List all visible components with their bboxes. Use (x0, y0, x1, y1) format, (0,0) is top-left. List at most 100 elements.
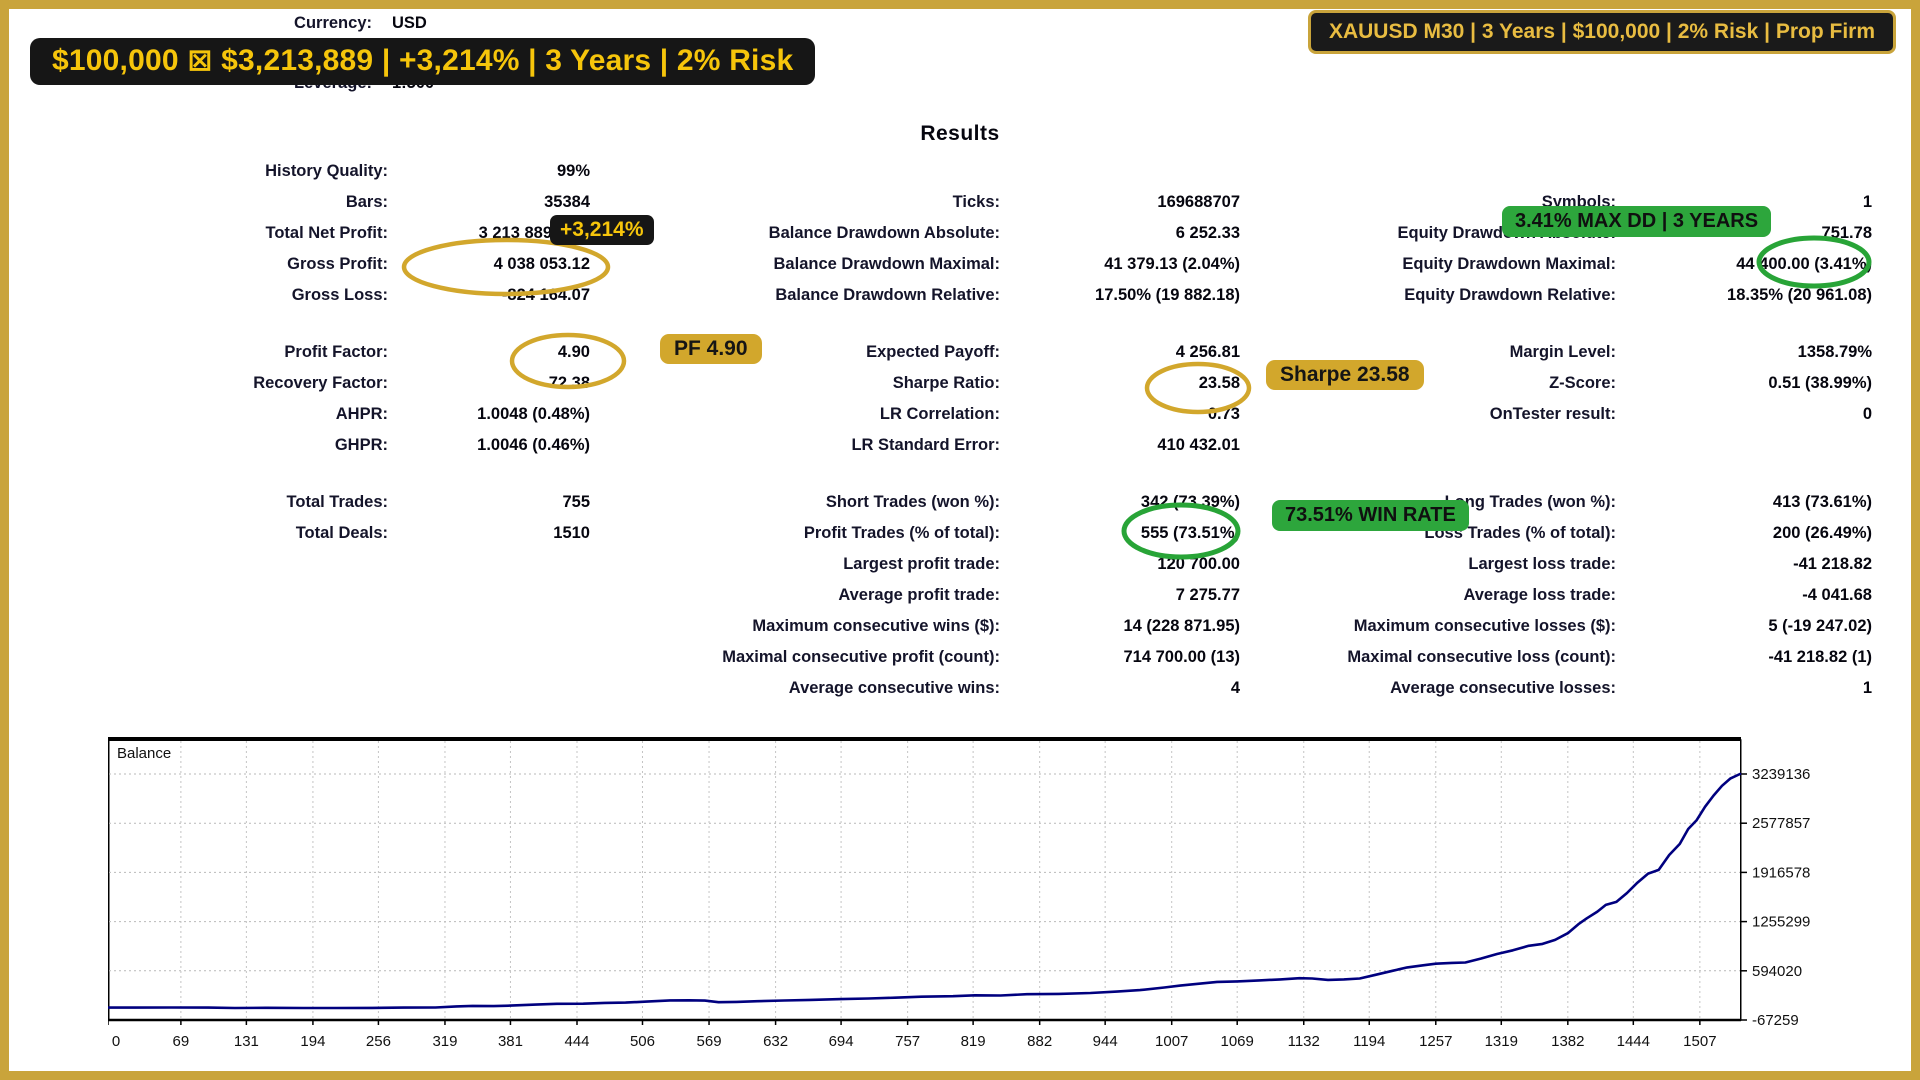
headline-banner: $100,000 ⊠ $3,213,889 | +3,214% | 3 Year… (30, 38, 816, 85)
stat-value-left-row7: 1.0048 (0.48%) (477, 405, 590, 423)
stat-label-right-row5: Margin Level: (1509, 343, 1616, 361)
currency-value: USD (392, 14, 427, 32)
profit-factor-badge: PF 4.90 (660, 334, 762, 364)
stat-label-left-row7: AHPR: (335, 405, 388, 423)
stat-value-right-row9: 413 (73.61%) (1772, 493, 1872, 511)
stat-value-left-row8: 1.0046 (0.46%) (477, 436, 590, 454)
x-tick-label-21: 1319 (1485, 1033, 1518, 1050)
x-tick-label-17: 1069 (1221, 1033, 1254, 1050)
stat-label-left-row10: Total Deals: (295, 524, 388, 542)
stat-value-left-row3: 4 038 053.12 (493, 255, 590, 273)
stat-value-middle-row4: 17.50% (19 882.18) (1095, 286, 1240, 304)
stat-label-right-row3: Equity Drawdown Maximal: (1402, 255, 1616, 273)
stat-value-left-row1: 35384 (544, 193, 590, 211)
y-tick-label-5: -67259 (1752, 1012, 1799, 1029)
results-title: Results (920, 122, 1000, 145)
stat-value-left-row5: 4.90 (557, 343, 590, 361)
stat-label-left-row9: Total Trades: (286, 493, 388, 511)
x-tick-label-23: 1444 (1617, 1033, 1650, 1050)
x-tick-label-0: 0 (112, 1033, 120, 1050)
stat-value-right-row10: 200 (26.49%) (1772, 524, 1872, 542)
stat-label-middle-row13: Maximum consecutive wins ($): (752, 617, 1000, 635)
stat-label-middle-row11: Largest profit trade: (843, 555, 1000, 573)
stat-value-middle-row14: 714 700.00 (13) (1123, 648, 1240, 666)
x-tick-label-19: 1194 (1353, 1033, 1385, 1050)
x-tick-label-1: 69 (173, 1033, 190, 1050)
stat-label-left-row8: GHPR: (334, 436, 388, 454)
stat-value-right-row14: -41 218.82 (1) (1768, 648, 1872, 666)
stat-value-left-row2: 3 213 889 (478, 224, 552, 242)
stat-value-middle-row7: 0.73 (1207, 405, 1240, 423)
stat-value-left-row9: 755 (562, 493, 590, 511)
stat-value-right-row11: -41 218.82 (1793, 555, 1872, 573)
x-tick-label-4: 256 (366, 1033, 391, 1050)
x-tick-label-22: 1382 (1551, 1033, 1584, 1050)
stat-label-left-row6: Recovery Factor: (253, 374, 388, 392)
stat-value-right-row13: 5 (-19 247.02) (1768, 617, 1872, 635)
stat-value-left-row4: -824 164.07 (501, 286, 590, 304)
stat-value-middle-row8: 410 432.01 (1157, 436, 1240, 454)
stat-value-right-row7: 0 (1862, 405, 1872, 423)
stat-value-middle-row13: 14 (228 871.95) (1123, 617, 1240, 635)
stat-label-middle-row5: Expected Payoff: (866, 343, 1000, 361)
y-tick-label-4: 594020 (1752, 963, 1802, 980)
x-tick-label-13: 819 (961, 1033, 986, 1050)
x-tick-label-6: 381 (498, 1033, 523, 1050)
chart-series-label: Balance (117, 745, 171, 762)
x-tick-label-11: 694 (829, 1033, 854, 1050)
stat-label-left-row0: History Quality: (265, 162, 388, 180)
stat-label-right-row9: Long Trades (won %): (1444, 493, 1616, 511)
stat-label-left-row4: Gross Loss: (291, 286, 388, 304)
stat-label-middle-row7: LR Correlation: (879, 405, 1000, 423)
x-tick-label-7: 444 (564, 1033, 589, 1050)
x-tick-label-24: 1507 (1683, 1033, 1716, 1050)
strategy-spec-banner: XAUUSD M30 | 3 Years | $100,000 | 2% Ris… (1307, 10, 1896, 54)
stat-label-left-row3: Gross Profit: (287, 255, 388, 273)
stat-value-middle-row15: 4 (1230, 679, 1240, 697)
net-profit-percent-badge: +3,214% (550, 215, 654, 245)
stat-label-right-row12: Average loss trade: (1463, 586, 1616, 604)
stat-label-right-row6: Z-Score: (1549, 374, 1616, 392)
stat-label-right-row7: OnTester result: (1489, 405, 1616, 423)
stat-label-left-row1: Bars: (345, 193, 388, 211)
x-tick-label-16: 1007 (1155, 1033, 1188, 1050)
stat-label-middle-row4: Balance Drawdown Relative: (775, 286, 1000, 304)
stat-label-middle-row14: Maximal consecutive profit (count): (722, 648, 1000, 666)
x-tick-label-10: 632 (763, 1033, 788, 1050)
stat-label-right-row10: Loss Trades (% of total): (1424, 524, 1616, 542)
stat-value-right-row3: 44 400.00 (3.41%) (1736, 255, 1872, 273)
stat-label-right-row15: Average consecutive losses: (1390, 679, 1616, 697)
stat-label-right-row14: Maximal consecutive loss (count): (1347, 648, 1616, 666)
x-tick-label-12: 757 (895, 1033, 920, 1050)
stat-value-middle-row1: 169688707 (1157, 193, 1240, 211)
max-drawdown-badge: 3.41% MAX DD | 3 YEARS (1502, 206, 1772, 237)
stat-label-middle-row15: Average consecutive wins: (788, 679, 1000, 697)
stat-value-middle-row12: 7 275.77 (1175, 586, 1240, 604)
x-tick-label-18: 1132 (1288, 1033, 1320, 1050)
stat-label-middle-row8: LR Standard Error: (851, 436, 1000, 454)
stat-value-right-row1: 1 (1862, 193, 1872, 211)
stat-value-middle-row2: 6 252.33 (1175, 224, 1240, 242)
stat-value-middle-row10: 555 (73.51%) (1140, 524, 1240, 542)
stat-label-right-row11: Largest loss trade: (1468, 555, 1616, 573)
balance-chart: 3239136 2577857 1916578 1255299 594020 -67259… (106, 736, 1870, 1060)
x-tick-label-3: 194 (300, 1033, 325, 1050)
currency-label: Currency: (294, 14, 372, 32)
stat-label-middle-row9: Short Trades (won %): (825, 493, 1000, 511)
stat-value-left-row0: 99% (556, 162, 590, 180)
x-tick-label-9: 569 (697, 1033, 722, 1050)
stat-label-middle-row6: Sharpe Ratio: (892, 374, 1000, 392)
sharpe-ratio-badge: Sharpe 23.58 (1266, 360, 1424, 390)
stat-label-middle-row3: Balance Drawdown Maximal: (773, 255, 1000, 273)
stat-label-right-row13: Maximum consecutive losses ($): (1353, 617, 1616, 635)
stat-value-left-row10: 1510 (553, 524, 590, 542)
stat-value-middle-row9: 342 (73.39%) (1140, 493, 1240, 511)
plot-area (108, 739, 1742, 1021)
x-tick-label-5: 319 (432, 1033, 457, 1050)
stat-label-middle-row12: Average profit trade: (838, 586, 1000, 604)
win-rate-badge: 73.51% WIN RATE (1272, 500, 1469, 531)
stat-label-right-row4: Equity Drawdown Relative: (1404, 286, 1616, 304)
stat-value-right-row6: 0.51 (38.99%) (1768, 374, 1872, 392)
stat-value-middle-row3: 41 379.13 (2.04%) (1104, 255, 1240, 273)
